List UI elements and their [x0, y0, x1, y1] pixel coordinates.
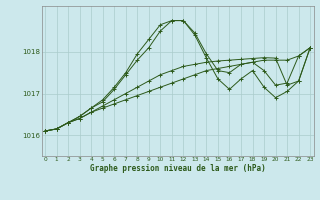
X-axis label: Graphe pression niveau de la mer (hPa): Graphe pression niveau de la mer (hPa)	[90, 164, 266, 173]
